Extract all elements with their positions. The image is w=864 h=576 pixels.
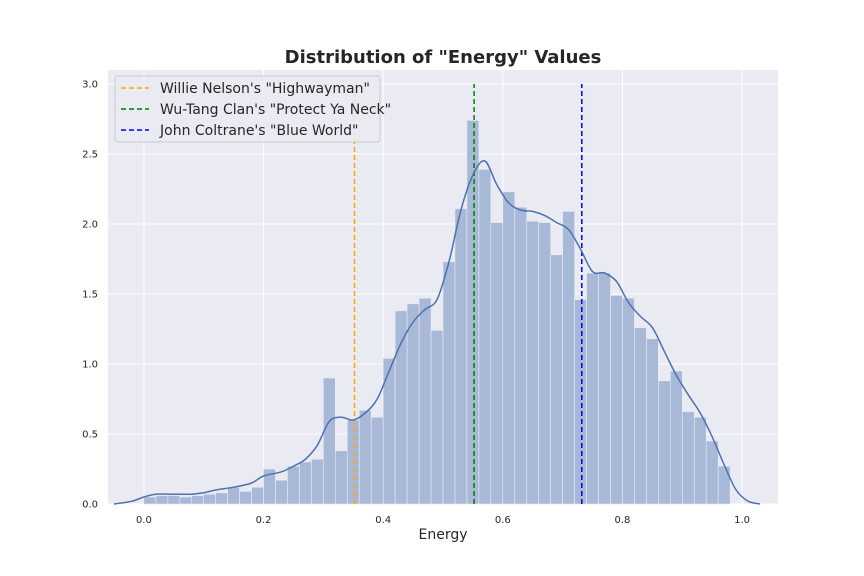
histogram-bar xyxy=(215,492,228,505)
histogram-bar xyxy=(191,495,205,505)
x-tick-labels: 0.0 0.2 0.4 0.6 0.8 1.0 xyxy=(136,515,750,526)
histogram-bar xyxy=(622,297,635,505)
histogram-bar xyxy=(646,338,659,505)
histogram-bar xyxy=(311,458,324,505)
histogram-bar xyxy=(406,303,420,505)
histogram-bar xyxy=(430,330,444,505)
histogram-bar xyxy=(143,496,157,505)
histogram-bar xyxy=(167,495,181,505)
histogram-bar xyxy=(514,206,528,505)
histogram-bar xyxy=(670,370,683,505)
x-axis-label: Energy xyxy=(418,527,467,543)
x-tick-label: 0.2 xyxy=(256,515,272,526)
kde-curve xyxy=(113,160,761,505)
histogram-bar xyxy=(598,272,611,505)
legend-label: Wu-Tang Clan's "Protect Ya Neck" xyxy=(160,102,391,118)
histogram-bar xyxy=(394,310,408,505)
histogram-bar xyxy=(693,416,707,505)
reference-lines xyxy=(353,84,583,504)
histogram-bars xyxy=(143,120,731,505)
x-tick-label: 0.8 xyxy=(615,515,631,526)
histogram-bar xyxy=(526,220,540,505)
kde-line xyxy=(113,160,761,505)
histogram-bar xyxy=(251,486,264,505)
histogram-bar xyxy=(466,120,480,505)
histogram-bar xyxy=(227,486,240,505)
x-tick-label: 0.4 xyxy=(375,515,391,526)
x-tick-label: 0.6 xyxy=(495,515,511,526)
x-tick-label: 0.0 xyxy=(136,515,152,526)
histogram-bar xyxy=(634,327,647,505)
y-tick-label: 1.5 xyxy=(82,290,98,301)
histogram-bar xyxy=(239,491,252,505)
chart-title: Distribution of "Energy" Values xyxy=(285,47,602,68)
legend-box xyxy=(114,75,381,143)
y-tick-label: 0.5 xyxy=(82,430,98,441)
histogram-bar xyxy=(681,411,695,505)
histogram-bar xyxy=(562,211,575,505)
histogram-bar xyxy=(550,254,563,505)
histogram-bar xyxy=(370,416,384,505)
histogram-bar xyxy=(275,479,288,505)
y-tick-label: 1.0 xyxy=(82,360,98,371)
histogram-bar xyxy=(478,169,492,505)
histogram-bar xyxy=(574,299,587,505)
histogram-bar xyxy=(705,440,719,505)
histogram-bar xyxy=(586,272,599,505)
legend: Willie Nelson's "Highwayman" Wu-Tang Clan… xyxy=(114,75,391,143)
y-tick-label: 2.5 xyxy=(82,150,98,161)
histogram-bar xyxy=(299,461,312,505)
y-tick-label: 0.0 xyxy=(82,500,98,511)
histogram-bar xyxy=(203,493,216,505)
histogram-bar xyxy=(610,295,623,505)
histogram-bar xyxy=(538,222,551,505)
histogram-bar xyxy=(179,496,193,505)
x-tick-label: 1.0 xyxy=(734,515,750,526)
histogram-bar xyxy=(335,450,348,505)
histogram-bar xyxy=(454,208,468,505)
histogram-bar xyxy=(287,465,300,505)
y-tick-label: 2.0 xyxy=(82,220,98,231)
histogram-bar xyxy=(717,465,731,505)
histogram-bar xyxy=(155,495,169,505)
histogram-bar xyxy=(658,380,671,505)
y-tick-label: 3.0 xyxy=(82,80,98,91)
histogram-bar xyxy=(502,191,516,505)
histogram-bar xyxy=(346,419,360,505)
histogram-bar xyxy=(323,377,336,505)
histogram-bar xyxy=(490,222,504,505)
histogram-bar xyxy=(442,261,456,505)
histogram-bar xyxy=(358,409,372,505)
legend-label: John Coltrane's "Blue World" xyxy=(159,123,358,139)
legend-label: Willie Nelson's "Highwayman" xyxy=(160,81,370,97)
y-tick-labels: 0.0 0.5 1.0 1.5 2.0 2.5 3.0 xyxy=(82,80,98,511)
histogram-bar xyxy=(418,297,432,505)
